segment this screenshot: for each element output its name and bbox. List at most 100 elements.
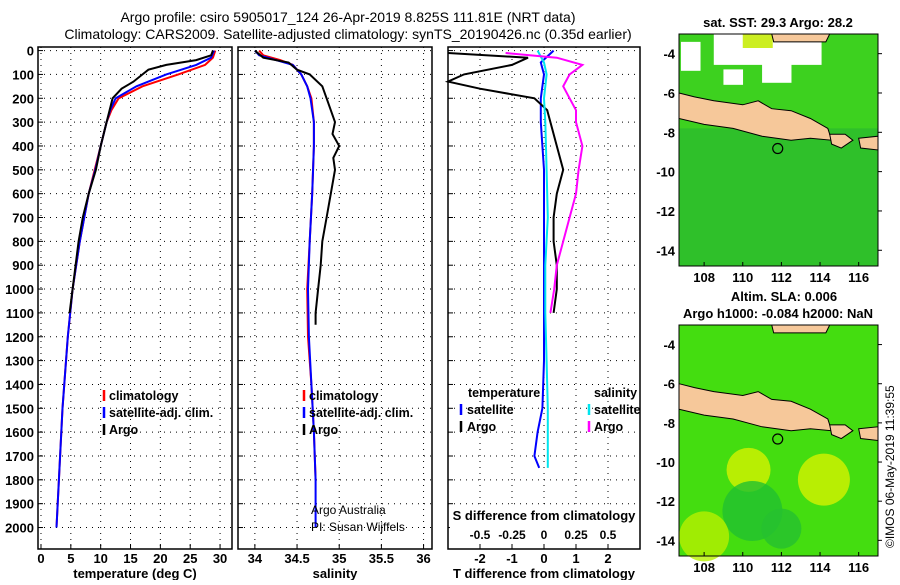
legend-label: satellite bbox=[467, 403, 514, 417]
s-tick-label: 0.5 bbox=[600, 528, 617, 542]
lat-tick-label: -6 bbox=[663, 86, 675, 101]
lon-tick-label: 114 bbox=[810, 560, 832, 575]
sla-map-title-2: Argo h1000: -0.084 h2000: NaN bbox=[683, 306, 873, 321]
x-tick-label: 1 bbox=[572, 551, 579, 566]
x-tick-label: 30 bbox=[213, 551, 227, 566]
lon-tick-label: 112 bbox=[771, 270, 792, 285]
s-tick-label: -0.5 bbox=[470, 528, 491, 542]
x-axis-label: T difference from climatology bbox=[453, 566, 636, 580]
cloud-mask bbox=[723, 69, 744, 85]
sst-map-title: sat. SST: 29.3 Argo: 28.2 bbox=[703, 15, 853, 30]
y-tick-label: 1100 bbox=[6, 306, 34, 321]
y-tick-label: 600 bbox=[12, 187, 34, 202]
cloud-mask bbox=[762, 63, 792, 83]
s-tick-label: 0 bbox=[541, 528, 548, 542]
sla_map: 108 110 112 114 116 -4 -6 -8 -10 -12 -14 bbox=[656, 324, 882, 575]
legend-label: Argo bbox=[594, 420, 624, 434]
x-tick-label: -2 bbox=[474, 551, 486, 566]
x-tick-label: 2 bbox=[604, 551, 611, 566]
plot-frame bbox=[447, 46, 641, 550]
y-tick-label: 1000 bbox=[5, 282, 34, 297]
lat-tick-label: -12 bbox=[656, 494, 675, 509]
y-tick-label: 1600 bbox=[5, 425, 34, 440]
series-line-satellite bbox=[533, 49, 555, 469]
legend-label: Argo bbox=[467, 420, 497, 434]
legend-label: Argo bbox=[109, 423, 139, 437]
x-tick-label: 5 bbox=[67, 551, 74, 566]
lon-tick-label: 116 bbox=[848, 270, 869, 285]
salinity-panel: 34 34.5 35 35.5 36 salinity climatology satelli… bbox=[237, 46, 433, 581]
y-tick-label: 100 bbox=[12, 67, 34, 82]
y-tick-label: 1300 bbox=[5, 354, 34, 369]
s-tick-label: 0.25 bbox=[564, 528, 588, 542]
lat-tick-label: -8 bbox=[663, 416, 675, 431]
lon-tick-label: 108 bbox=[693, 560, 715, 575]
temperature-panel: 0 5 10 15 20 25 300100200300400500600700800900… bbox=[5, 44, 233, 581]
lat-tick-label: -4 bbox=[663, 338, 675, 353]
legend-title-temperature: temperature bbox=[468, 386, 540, 400]
title-line-2: Climatology: CARS2009. Satellite-adjuste… bbox=[64, 26, 631, 42]
lon-tick-label: 110 bbox=[732, 270, 753, 285]
y-tick-label: 800 bbox=[12, 234, 34, 249]
y-tick-label: 1700 bbox=[5, 449, 34, 464]
sla-anomaly bbox=[679, 511, 730, 562]
y-tick-label: 2000 bbox=[5, 521, 34, 536]
s-axis-label: S difference from climatology bbox=[453, 508, 637, 523]
lat-tick-label: -10 bbox=[656, 455, 675, 470]
lat-tick-label: -12 bbox=[656, 204, 675, 219]
sla-map-title-1: Altim. SLA: 0.006 bbox=[731, 289, 837, 304]
series-line-argo bbox=[444, 52, 565, 314]
title-line-1: Argo profile: csiro 5905017_124 26-Apr-2… bbox=[120, 9, 575, 25]
land-borneo bbox=[771, 324, 831, 334]
legend-label: satellite-adj. clim. bbox=[309, 406, 413, 420]
warm-patch bbox=[742, 34, 773, 48]
sla-anomaly bbox=[761, 508, 802, 549]
x-tick-label: 34 bbox=[248, 551, 263, 566]
series-line-satellite-adj-clim- bbox=[254, 49, 317, 528]
land-bali bbox=[829, 133, 854, 149]
x-axis-label: salinity bbox=[313, 566, 359, 580]
x-tick-label: -1 bbox=[506, 551, 518, 566]
legend-label: satellite-adj. clim. bbox=[109, 406, 213, 420]
legend-label: Argo bbox=[309, 423, 339, 437]
x-tick-label: 35 bbox=[332, 551, 346, 566]
x-tick-label: 25 bbox=[183, 551, 197, 566]
plot-frame bbox=[237, 46, 433, 550]
lon-tick-label: 114 bbox=[810, 270, 832, 285]
argo-position-marker bbox=[772, 433, 784, 445]
x-axis-label: temperature (deg C) bbox=[73, 566, 197, 580]
y-tick-label: 400 bbox=[12, 139, 34, 154]
land-borneo bbox=[771, 33, 831, 43]
land-bali bbox=[829, 424, 854, 440]
land-lombok bbox=[858, 135, 879, 151]
lat-tick-label: -8 bbox=[663, 125, 675, 140]
x-tick-label: 0 bbox=[37, 551, 44, 566]
attribution-note: Argo Australia bbox=[311, 503, 386, 517]
x-tick-label: 10 bbox=[93, 551, 107, 566]
lon-tick-label: 112 bbox=[771, 560, 792, 575]
series-line-argo bbox=[68, 50, 214, 314]
plot-frame bbox=[37, 46, 233, 550]
x-tick-label: 0 bbox=[540, 551, 547, 566]
x-tick-label: 35.5 bbox=[369, 551, 394, 566]
land-java bbox=[678, 92, 833, 141]
credit-text: ©IMOS 06-May-2019 11:39:55 bbox=[883, 385, 897, 548]
lat-tick-label: -14 bbox=[656, 243, 676, 258]
y-tick-label: 500 bbox=[12, 163, 34, 178]
x-tick-label: 34.5 bbox=[284, 551, 309, 566]
cloud-mask bbox=[680, 41, 701, 71]
x-tick-label: 36 bbox=[416, 551, 430, 566]
lat-tick-label: -10 bbox=[656, 165, 675, 180]
x-tick-label: 20 bbox=[153, 551, 167, 566]
legend-label: satellite bbox=[594, 403, 641, 417]
sst_map: 108 110 112 114 116 -4 -6 -8 -10 -12 -14 bbox=[656, 33, 882, 285]
land-lombok bbox=[858, 426, 879, 442]
y-tick-label: 0 bbox=[27, 44, 34, 59]
map-sea-south bbox=[679, 128, 878, 266]
argo-position-marker bbox=[772, 142, 784, 155]
y-tick-label: 900 bbox=[12, 258, 34, 273]
s-tick-label: -0.25 bbox=[498, 528, 526, 542]
y-tick-label: 1800 bbox=[5, 473, 34, 488]
map-frame bbox=[678, 324, 879, 557]
